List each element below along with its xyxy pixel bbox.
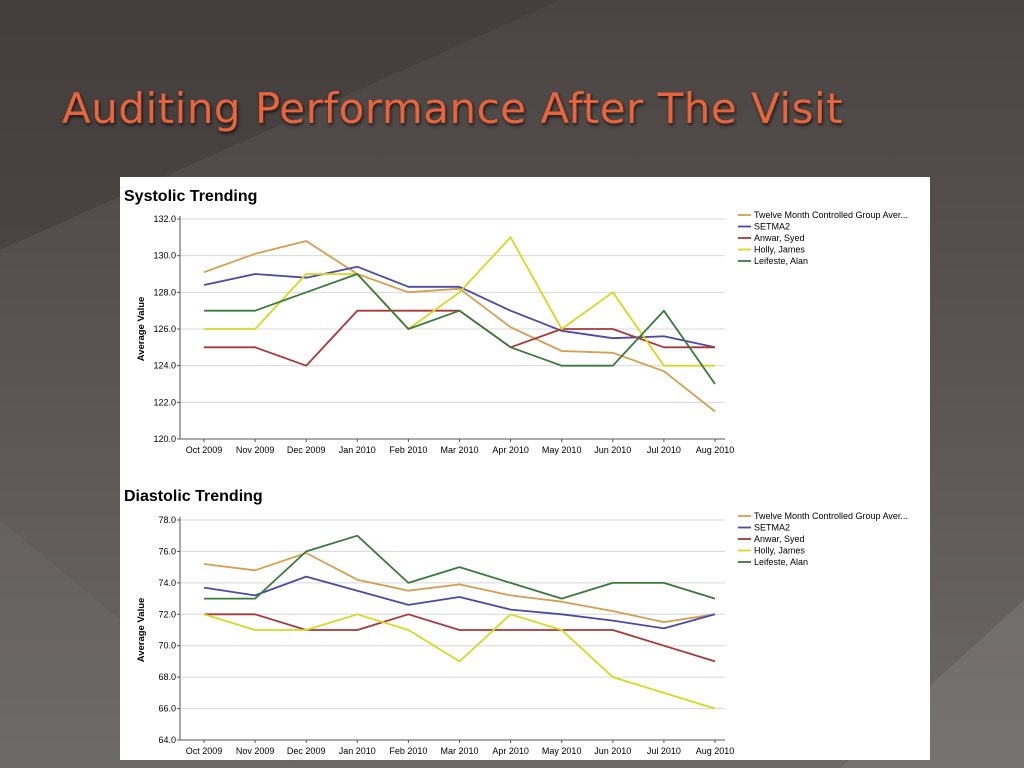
x-tick-label: Jul 2010 [647, 746, 681, 756]
y-tick-label: 74.0 [158, 578, 176, 588]
x-tick-label: Aug 2010 [696, 746, 735, 756]
y-tick-label: 128.0 [153, 287, 176, 297]
y-tick-label: 64.0 [158, 735, 176, 745]
legend-entry: Anwar, Syed [754, 534, 805, 544]
y-tick-label: 70.0 [158, 641, 176, 651]
x-tick-label: Mar 2010 [440, 746, 478, 756]
legend-entry: Holly, James [754, 245, 805, 255]
chart-title-diastolic: Diastolic Trending [124, 488, 263, 505]
chart-diastolic-content: 64.0 66.0 68.0 70.0 72.0 74.0 76.0 78.0 Oct 2009… [136, 511, 908, 756]
legend-entry: Twelve Month Controlled Group Aver... [754, 210, 908, 220]
legend-entry: Anwar, Syed [754, 233, 805, 243]
legend-entry: Twelve Month Controlled Group Aver... [754, 511, 908, 521]
x-tick-label: May 2010 [542, 746, 582, 756]
legend-entry: Leifeste, Alan [754, 256, 808, 266]
x-tick-label: Dec 2009 [287, 746, 326, 756]
series-line [204, 534, 716, 600]
y-tick-label: 120.0 [153, 434, 176, 444]
x-tick-label: Jan 2010 [339, 445, 376, 455]
x-tick-label: Nov 2009 [236, 445, 275, 455]
series-line [203, 265, 716, 349]
x-tick-label: Apr 2010 [492, 445, 529, 455]
chart-diastolic: Diastolic Trending 64.0 66.0 68.0 70.0 72.0 7… [124, 488, 908, 756]
x-tick-label: Aug 2010 [696, 445, 735, 455]
x-tick-label: Dec 2009 [287, 445, 326, 455]
slide-title: Auditing Performance After The Visit [62, 84, 844, 133]
series-line [203, 613, 716, 710]
x-tick-label: May 2010 [542, 445, 582, 455]
legend-entry: SETMA2 [754, 222, 790, 232]
series-line [204, 236, 715, 367]
series-line [204, 273, 716, 385]
x-tick-label: Oct 2009 [186, 445, 223, 455]
y-tick-label: 124.0 [153, 361, 176, 371]
x-tick-label: Apr 2010 [492, 746, 529, 756]
x-tick-label: Feb 2010 [389, 746, 427, 756]
legend-entry: Holly, James [754, 546, 805, 556]
x-tick-label: Jun 2010 [594, 445, 631, 455]
x-tick-label: Jun 2010 [594, 746, 631, 756]
x-tick-label: Oct 2009 [186, 746, 223, 756]
legend-entry: SETMA2 [754, 523, 790, 533]
y-tick-label: 72.0 [158, 609, 176, 619]
chart-title-systolic: Systolic Trending [124, 188, 257, 205]
charts-svg: Systolic Trending 120.0122.0124.0126.012… [124, 188, 908, 756]
series-line [203, 575, 716, 630]
x-tick-label: Feb 2010 [389, 445, 427, 455]
x-tick-label: Jan 2010 [339, 746, 376, 756]
chart-panel: Systolic Trending 120.0 122.0 124.0 126.0 12… [120, 177, 930, 760]
legend-entry: Leifeste, Alan [754, 557, 808, 567]
x-tick-label: Mar 2010 [440, 445, 478, 455]
y-tick-label: 130.0 [153, 251, 176, 261]
x-tick-label: Nov 2009 [236, 746, 275, 756]
y-tick-label: 132.0 [153, 214, 176, 224]
y-tick-label: 78.0 [158, 515, 176, 525]
series-line [203, 240, 716, 413]
chart-systolic-content: 120.0 122.0 124.0 126.0 128.0 130.0 132.0 Oct 2… [136, 210, 908, 455]
y-tick-label: 76.0 [158, 546, 176, 556]
y-tick-label: 122.0 [153, 397, 176, 407]
y-tick-label: 66.0 [158, 704, 176, 714]
x-tick-label: Jul 2010 [647, 445, 681, 455]
y-axis-label: Average Value [136, 297, 147, 362]
y-axis-label: Average Value [136, 598, 147, 663]
series-line [204, 613, 716, 663]
y-tick-label: 126.0 [153, 324, 176, 334]
series-line [203, 552, 716, 624]
chart-systolic: Systolic Trending 120.0122.0124.0126.012… [124, 188, 908, 455]
y-tick-label: 68.0 [158, 672, 176, 682]
